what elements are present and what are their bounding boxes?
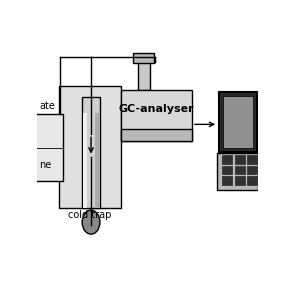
Bar — [222, 177, 232, 185]
Bar — [247, 166, 257, 174]
Bar — [133, 53, 154, 63]
Text: cold trap: cold trap — [68, 210, 112, 220]
Ellipse shape — [82, 210, 100, 234]
Bar — [59, 86, 121, 208]
Bar — [235, 155, 245, 164]
Bar — [121, 90, 192, 141]
Bar — [121, 129, 192, 141]
Bar — [235, 166, 245, 174]
Bar — [219, 92, 257, 152]
Bar — [83, 113, 87, 208]
Text: ne: ne — [39, 160, 51, 170]
Bar — [96, 113, 100, 208]
Bar — [23, 114, 63, 181]
Bar — [235, 177, 245, 185]
Bar — [217, 153, 259, 190]
Bar — [222, 166, 232, 174]
Bar — [222, 155, 232, 164]
Bar — [223, 96, 253, 148]
Text: GC-analyser: GC-analyser — [119, 104, 194, 114]
Text: ate: ate — [39, 101, 55, 111]
Bar — [138, 61, 150, 90]
Bar — [247, 155, 257, 164]
Bar — [247, 177, 257, 185]
Bar — [82, 97, 100, 208]
